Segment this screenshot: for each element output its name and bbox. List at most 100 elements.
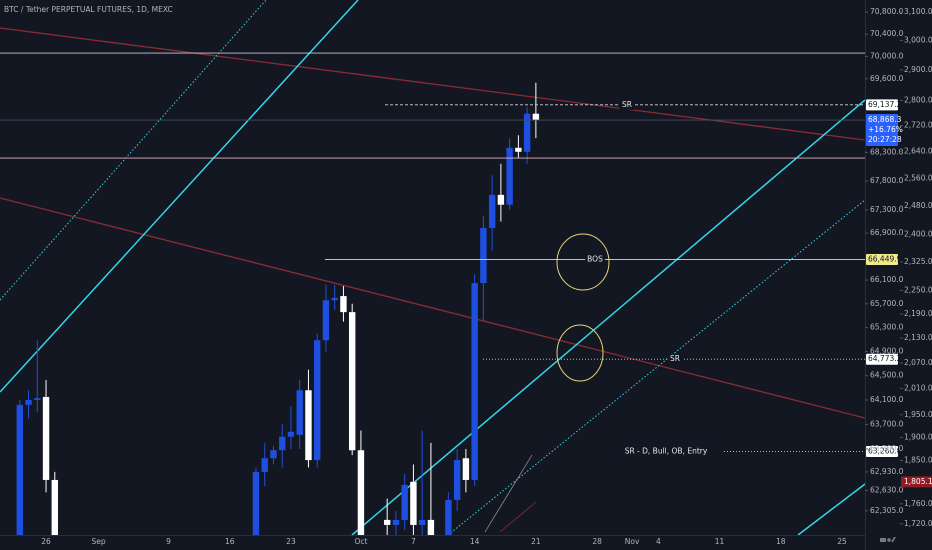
candle-body — [270, 450, 277, 459]
candle-body — [348, 312, 356, 451]
level-text-bg — [610, 446, 722, 457]
x-tick-label: 28 — [592, 537, 602, 546]
chart-title: BTC / Tether PERPETUAL FUTURES, 1D, MEXC — [4, 5, 173, 14]
y2-tick-label: 2,640.0 — [904, 147, 932, 156]
price-label-box — [866, 99, 898, 111]
candle-body — [16, 404, 23, 535]
candle-body — [287, 431, 295, 437]
trendline — [499, 501, 537, 533]
trendline — [0, 0, 359, 393]
candle-body — [532, 113, 540, 120]
y2-tick-label: 2,720.0 — [904, 121, 932, 130]
trendline — [484, 454, 533, 533]
y-tick-label: 62,930.0 — [870, 467, 904, 476]
candle-body — [340, 296, 347, 313]
price-label: 69,137.2 — [868, 100, 902, 109]
candle-body — [331, 297, 338, 301]
trendline — [351, 99, 865, 535]
candle-body — [313, 340, 321, 461]
candle-body — [453, 460, 461, 500]
candle-body — [261, 458, 268, 472]
x-tick-label: Sep — [91, 537, 105, 546]
price-label: 64,773.2 — [868, 354, 902, 363]
x-tick-label: Oct — [354, 537, 367, 546]
y-tick-label: 62,630.0 — [870, 486, 904, 495]
y-tick-label: 65,700.0 — [870, 299, 904, 308]
y-tick-label: 66,900.0 — [870, 228, 904, 237]
x-tick-label: 11 — [715, 537, 725, 546]
y2-tick-label: 1,850.0 — [904, 456, 932, 465]
candle-body — [42, 396, 50, 480]
highlight-circle — [556, 233, 610, 291]
candles — [16, 82, 540, 535]
x-tick-label: 21 — [531, 537, 541, 546]
x-tick-label: 26 — [41, 537, 51, 546]
y2-tick-label: 1,900.0 — [904, 432, 932, 441]
y-tick-label: 67,800.0 — [870, 176, 904, 185]
y2-tick-label: 2,800.0 — [904, 95, 932, 104]
y2-tick-label: 2,560.0 — [904, 173, 932, 182]
price-label-box — [866, 254, 898, 266]
y2-tick-label: 2,325.0 — [904, 257, 932, 266]
y-tick-label: 64,900.0 — [870, 347, 904, 356]
x-tick-label: 7 — [411, 537, 416, 546]
candle-body — [51, 479, 58, 535]
y2-tick-label: 2,480.0 — [904, 201, 932, 210]
candle-body — [497, 194, 505, 205]
price-label-box — [866, 353, 898, 365]
y2-tick-label: 2,010.0 — [904, 383, 932, 392]
y2-marker-box — [901, 476, 932, 488]
y-tick-label: 63,700.0 — [870, 419, 904, 428]
y-tick-label: 70,800.0 — [870, 7, 904, 16]
y2-tick-label: 2,400.0 — [904, 229, 932, 238]
y-tick-label: 64,500.0 — [870, 371, 904, 380]
y2-tick-label: 3,100.0 — [904, 7, 932, 16]
trendline — [0, 27, 865, 141]
y2-marker-label: 1,805.1 — [904, 477, 932, 486]
candle-body — [480, 227, 487, 284]
y-tick-label: 66,100.0 — [870, 275, 904, 284]
x-tick-label: 25 — [837, 537, 847, 546]
candle-body — [418, 519, 426, 525]
x-tick-label: 4 — [656, 537, 661, 546]
last-price-change: +16.76% — [868, 125, 903, 134]
x-tick-label: 16 — [225, 537, 235, 546]
drawings — [0, 0, 865, 535]
candle-body — [410, 481, 417, 525]
levels: SR 69,137.2 BOS 66,449.9 SR 64,773.2 SR - D, B… — [325, 99, 902, 457]
candle-body — [252, 471, 260, 535]
candle-body — [296, 390, 303, 435]
candle-body — [279, 436, 286, 451]
trendline — [797, 483, 865, 535]
candle-body — [34, 398, 41, 400]
candle-body — [488, 194, 496, 228]
y2-tick-label: 1,950.0 — [904, 410, 932, 419]
price-label-box — [866, 445, 898, 457]
trendline — [0, 0, 267, 301]
highlight-circle — [556, 324, 604, 382]
y2-tick-label: 2,130.0 — [904, 333, 932, 342]
price-label: 63,260.0 — [868, 446, 902, 455]
y2-tick-label: 2,900.0 — [904, 65, 932, 74]
candle-body — [515, 147, 522, 152]
y-tick-label: 65,300.0 — [870, 323, 904, 332]
y2-tick-label: 1,760.0 — [904, 499, 932, 508]
last-price-label: 68,868.3 — [868, 115, 902, 124]
x-tick-label: 14 — [470, 537, 480, 546]
trendline — [447, 199, 865, 535]
y2-tick-label: 2,190.0 — [904, 309, 932, 318]
level-text: BOS — [587, 255, 603, 264]
candle-body — [392, 519, 400, 525]
candle-body — [401, 484, 408, 520]
y-tick-label: 68,300.0 — [870, 147, 904, 156]
candle-body — [523, 113, 531, 152]
candle-body — [445, 499, 452, 535]
y2-tick-label: 3,000.0 — [904, 35, 932, 44]
candle-body — [462, 458, 470, 480]
y-tick-label: 62,305.0 — [870, 506, 904, 515]
x-tick-label: Nov — [625, 537, 640, 546]
tv-logo — [880, 537, 896, 542]
y2-tick-label: 1,720.0 — [904, 519, 932, 528]
